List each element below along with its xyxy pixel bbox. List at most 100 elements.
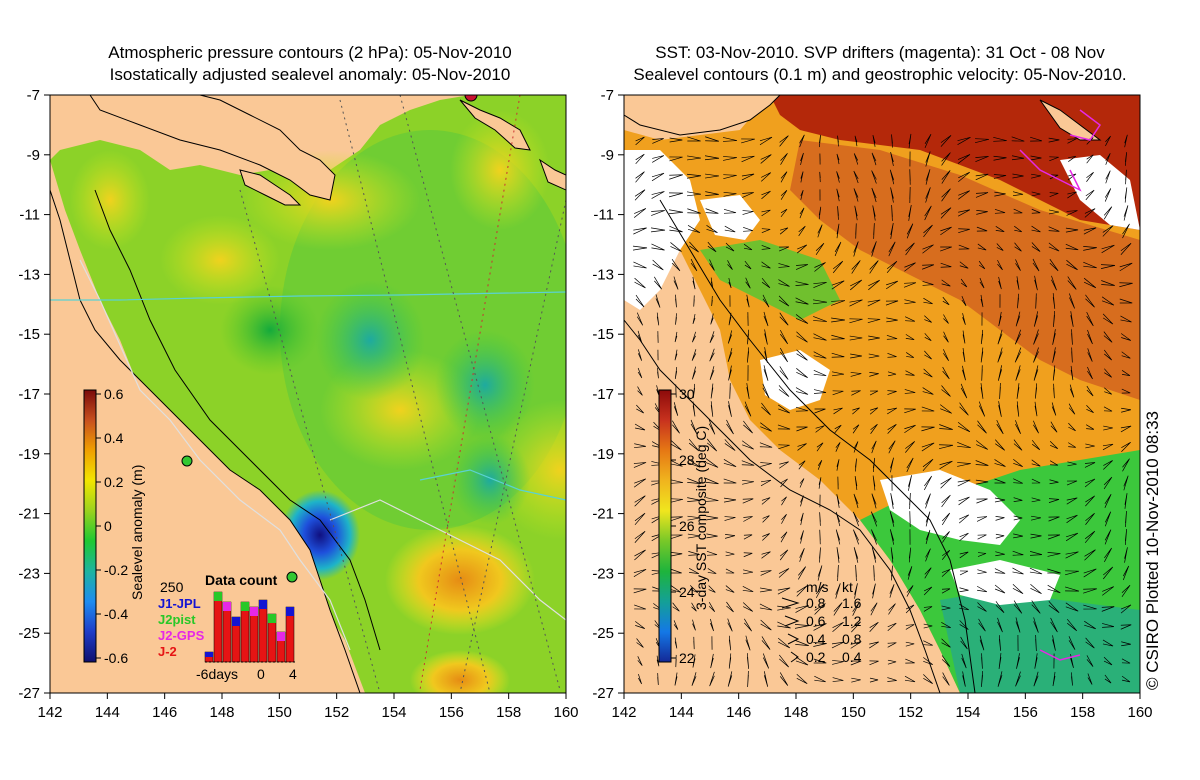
velocity-vector: [799, 548, 805, 562]
velocity-vector: [833, 407, 843, 415]
velocity-vector: [869, 621, 879, 632]
velocity-vector: [994, 497, 1006, 503]
velocity-vector: [652, 155, 664, 163]
velocity-vector: [832, 677, 844, 682]
velocity-vector: [1125, 529, 1127, 545]
velocity-vector: [940, 477, 952, 489]
velocity-vector: [708, 585, 716, 593]
velocity-vector: [673, 276, 679, 290]
lat-label: -15: [592, 326, 614, 343]
velocity-vector: [795, 387, 809, 395]
new-guinea-coast: [624, 95, 781, 136]
velocity-vector: [778, 263, 790, 268]
velocity-vector: [1083, 604, 1097, 610]
velocity-vector: [905, 441, 915, 453]
velocity-vector: [957, 421, 971, 433]
velocity-vector: [1012, 550, 1024, 556]
velocity-vector: [671, 258, 681, 272]
velocity-vector: [1049, 174, 1059, 180]
velocity-vector: [1031, 497, 1041, 503]
velocity-vector: [959, 620, 969, 630]
velocity-vector: [888, 603, 896, 615]
velocity-vector: [691, 349, 697, 361]
velocity-vector: [669, 459, 683, 467]
reef-contour: [94, 189, 381, 651]
velocity-vector: [746, 653, 750, 669]
velocity-vector: [800, 495, 804, 507]
velocity-vector: [922, 458, 934, 472]
velocity-vector: [907, 566, 913, 580]
velocity-vector: [834, 241, 842, 257]
velocity-vector: [777, 637, 791, 649]
velocity-vector: [1065, 570, 1079, 576]
velocity-vector: [941, 512, 951, 526]
velocity-vector: [1013, 515, 1023, 521]
velocity-vector: [779, 654, 789, 668]
velocity-vector: [728, 365, 732, 381]
velocity-vector: [799, 478, 805, 488]
sst-colorbar-tick-label: 30: [679, 386, 695, 402]
velocity-vector: [994, 191, 1006, 197]
velocity-vector: [941, 152, 951, 166]
velocity-vector: [1013, 208, 1023, 214]
velocity-vector: [831, 300, 845, 306]
velocity-vector: [813, 389, 827, 394]
velocity-vector: [905, 658, 915, 664]
velocity-vector: [707, 241, 717, 253]
lon-label: 156: [439, 704, 464, 721]
velocity-vector: [1049, 156, 1059, 162]
velocity-vector: [726, 419, 734, 435]
velocity-vector: [851, 621, 861, 633]
velocity-vector: [1031, 600, 1041, 614]
velocity-vector: [997, 617, 1003, 633]
data-count-x-label-zero: 0: [257, 666, 265, 682]
velocity-vector: [763, 311, 769, 327]
velocity-vector: [941, 279, 951, 287]
velocity-vector: [1120, 425, 1132, 433]
velocity-vector: [909, 492, 911, 510]
velocity-vector: [761, 245, 771, 250]
velocity-vector: [813, 623, 827, 631]
cloud-mask: [880, 470, 1020, 545]
velocity-vector: [833, 602, 843, 616]
velocity-vector: [634, 512, 646, 526]
velocity-vector: [813, 658, 827, 664]
velocity-vector: [837, 206, 839, 220]
velocity-vector: [925, 548, 931, 562]
velocity-vector: [1065, 532, 1079, 542]
velocity-vector: [855, 565, 857, 581]
velocity-vector: [976, 498, 988, 504]
velocity-vector: [854, 205, 858, 221]
velocity-vector: [655, 294, 661, 308]
velocity-vector: [994, 568, 1006, 574]
velocity-vector: [1101, 606, 1115, 612]
velocity-vector: [854, 135, 858, 147]
velocity-vector: [652, 259, 664, 271]
velocity-vector: [651, 172, 665, 182]
velocity-vector: [692, 313, 696, 325]
velocity-vector: [831, 280, 845, 290]
velocity-vector: [1104, 529, 1112, 545]
velocity-vector: [779, 672, 789, 686]
velocity-vector: [957, 479, 971, 487]
velocity-vector: [835, 442, 841, 452]
velocity-vector: [687, 515, 701, 521]
lon-label: 158: [1070, 704, 1095, 721]
velocity-vector: [998, 401, 1002, 417]
velocity-vector: [908, 133, 912, 149]
right-map-title: SST: 03-Nov-2010. SVP drifters (magenta)…: [600, 42, 1160, 86]
velocity-vector: [760, 422, 772, 432]
lon-label: 152: [324, 704, 349, 721]
velocity-vector: [852, 424, 860, 434]
velocity-vector: [728, 635, 732, 651]
velocity-vector: [997, 329, 1003, 345]
velocity-vector: [852, 511, 860, 527]
velocity-vector: [692, 619, 696, 631]
velocity-vector: [634, 549, 646, 561]
velocity-vector: [634, 277, 646, 289]
lon-label: 160: [553, 704, 578, 721]
velocity-vector: [1065, 551, 1079, 559]
velocity-vector: [634, 423, 646, 431]
velocity-vector: [670, 242, 682, 252]
velocity-vector: [674, 367, 678, 379]
